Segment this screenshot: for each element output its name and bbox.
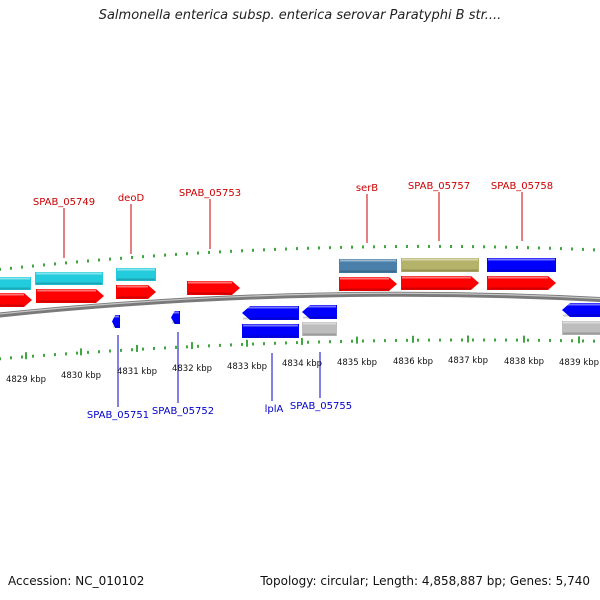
scale-label-4834: 4834 kbp bbox=[282, 359, 322, 369]
scale-label-4829: 4829 kbp bbox=[6, 375, 46, 385]
gene-rev-5[interactable] bbox=[562, 303, 600, 317]
scale-label-4838: 4838 kbp bbox=[504, 357, 544, 367]
cds-blue-1[interactable] bbox=[487, 258, 556, 272]
gene-rev-1[interactable] bbox=[112, 315, 120, 328]
gene-fwd-1[interactable] bbox=[0, 293, 32, 307]
gene-rev-3[interactable] bbox=[242, 306, 299, 320]
cds-steel-1[interactable] bbox=[339, 259, 397, 273]
label-leaders bbox=[63, 192, 523, 407]
gene-fwd-2[interactable] bbox=[36, 289, 104, 303]
cds-cyan-2[interactable] bbox=[35, 272, 103, 285]
cds-grey-1[interactable] bbox=[302, 322, 337, 336]
cds-olive-1[interactable] bbox=[401, 258, 479, 272]
topology-text: Topology: circular; Length: 4,858,887 bp… bbox=[260, 574, 590, 588]
scale-label-4832: 4832 kbp bbox=[172, 364, 212, 374]
gene-label-spab-05751[interactable]: SPAB_05751 bbox=[87, 410, 149, 421]
gene-fwd-5[interactable] bbox=[339, 277, 397, 291]
accession-text: Accession: NC_010102 bbox=[8, 574, 145, 588]
gene-label-spab-05755[interactable]: SPAB_05755 bbox=[290, 401, 352, 412]
gene-fwd-3[interactable] bbox=[116, 285, 156, 299]
scale-label-4831: 4831 kbp bbox=[117, 367, 157, 377]
cds-blue-2[interactable] bbox=[242, 324, 299, 338]
gene-label-serb[interactable]: serB bbox=[356, 183, 378, 194]
gene-fwd-4[interactable] bbox=[187, 281, 240, 295]
gene-label-spab-05749[interactable]: SPAB_05749 bbox=[33, 197, 95, 208]
genome-backbone-highlight bbox=[0, 292, 600, 315]
gene-fwd-6[interactable] bbox=[401, 276, 479, 290]
gene-fwd-7[interactable] bbox=[487, 276, 556, 290]
gene-rev-2[interactable] bbox=[171, 311, 180, 324]
map-title: Salmonella enterica subsp. enterica sero… bbox=[98, 8, 502, 23]
gene-label-spab-05753[interactable]: SPAB_05753 bbox=[179, 188, 241, 199]
feature-track bbox=[0, 258, 600, 338]
scale-label-4830: 4830 kbp bbox=[61, 371, 101, 381]
inner-tick-ring bbox=[0, 335, 595, 361]
genome-backbone bbox=[0, 291, 600, 318]
scale-label-4839: 4839 kbp bbox=[559, 358, 599, 368]
gene-label-spab-05758[interactable]: SPAB_05758 bbox=[491, 181, 553, 192]
scale-label-4836: 4836 kbp bbox=[393, 357, 433, 367]
gene-rev-4[interactable] bbox=[302, 305, 337, 319]
scale-label-4833: 4833 kbp bbox=[227, 362, 267, 372]
cds-cyan-1[interactable] bbox=[0, 277, 31, 290]
scale-label-4837: 4837 kbp bbox=[448, 356, 488, 366]
scale-label-4835: 4835 kbp bbox=[337, 358, 377, 368]
gene-label-lpla[interactable]: lplA bbox=[265, 404, 284, 415]
cds-grey-2[interactable] bbox=[562, 321, 600, 335]
gene-label-deod[interactable]: deoD bbox=[118, 193, 145, 204]
outer-tick-ring bbox=[0, 244, 595, 271]
gene-label-spab-05752[interactable]: SPAB_05752 bbox=[152, 406, 214, 417]
gene-label-spab-05757[interactable]: SPAB_05757 bbox=[408, 181, 470, 192]
cds-cyan-3[interactable] bbox=[116, 268, 156, 281]
